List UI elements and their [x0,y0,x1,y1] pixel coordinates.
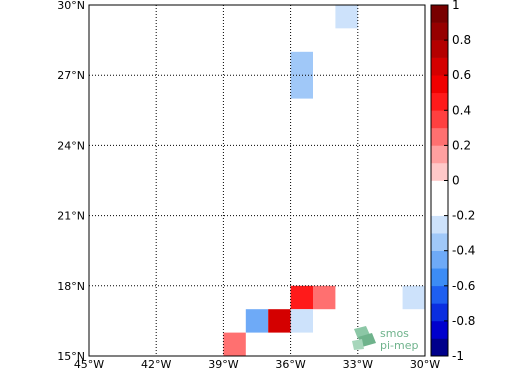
colorbar-segment [431,110,448,129]
logo-line-2: pi-mep [380,339,418,352]
colorbar-segment [431,57,448,76]
colorbar-segment [431,127,448,146]
colorbar-segment [431,233,448,251]
colorbar-segment [431,268,448,287]
data-cells-layer [111,5,425,356]
colorbar-tick-label: -0.4 [452,244,475,258]
colorbar-segment [431,5,448,23]
colorbar-segment [431,250,448,269]
colorbar-tick-label: 0.4 [452,103,471,117]
data-cell-12 [223,285,246,310]
lon-tick-label: 42°W [141,358,171,371]
data-cell-19 [223,332,246,356]
colorbar-segment [431,285,448,304]
lon-tick-label: 33°W [343,358,373,371]
lat-tick-label: 24°N [57,139,85,152]
colorbar-segment [431,162,448,181]
colorbar-tick-label: 0.6 [452,68,471,82]
colorbar-tick-label: 1 [452,0,460,12]
smos-pimep-logo: smos pi-mep [352,326,418,352]
data-cell-14 [313,285,336,310]
colorbar-segment [431,180,448,199]
lon-tick-label: 45°W [74,358,104,371]
lon-tick-label: 39°W [208,358,238,371]
logo-line-1: smos [380,327,409,340]
data-cell-18 [290,309,313,333]
logo-icon [352,326,376,350]
colorbar-segment [431,40,448,58]
data-cell-10 [111,285,157,310]
data-cell-7 [245,192,269,216]
data-cell-16 [245,309,269,333]
data-cell-3 [290,51,313,76]
colorbar-tick-label: 0.2 [452,138,471,152]
data-cell-8 [245,239,269,263]
latitude-tick-labels: 15°N 18°N 21°N 24°N 27°N 30°N [57,0,85,363]
data-cell-17 [268,309,291,333]
longitude-tick-labels: 45°W 42°W 39°W 36°W 33°W 30°W [74,358,440,371]
colorbar-tick-labels: 1 0.8 0.6 0.4 0.2 0 -0.2 -0.4 -0.6 -0.8 -1 [444,0,475,363]
colorbar-segment [431,198,448,216]
colorbar-segment [431,22,448,41]
lat-tick-label: 21°N [57,210,85,223]
colorbar-segment [431,320,448,339]
colorbar-segment [431,215,448,234]
colorbar-tick-label: 0.8 [452,33,471,47]
data-cell-15 [402,285,425,310]
lon-tick-label: 30°W [410,358,440,371]
lat-tick-label: 30°N [57,0,85,12]
data-cell-4 [313,51,336,76]
colorbar-segment [431,338,448,357]
data-cell-9 [380,262,403,286]
colorbar [430,4,449,357]
lon-tick-label: 36°W [275,358,305,371]
colorbar-tick-label: -0.6 [452,279,475,293]
lat-tick-label: 15°N [57,350,85,363]
colorbar-segment [431,145,448,164]
data-cell-6 [245,98,269,146]
colorbar-segment [431,92,448,111]
data-cell-2 [335,28,358,52]
colorbar-segment [431,75,448,94]
graticule-grid [89,5,425,356]
colorbar-tick-label: -1 [452,349,464,363]
data-cell-5 [290,75,313,99]
colorbar-tick-label: 0 [452,174,460,188]
lat-tick-label: 18°N [57,280,85,293]
lat-tick-label: 27°N [57,69,85,82]
colorbar-tick-label: -0.2 [452,209,475,223]
data-cell-11 [201,285,224,310]
data-cell-1 [335,5,358,29]
data-cell-13 [290,285,313,310]
map-plot-frame [88,4,426,357]
colorbar-segment [431,303,448,322]
colorbar-tick-label: -0.8 [452,314,475,328]
